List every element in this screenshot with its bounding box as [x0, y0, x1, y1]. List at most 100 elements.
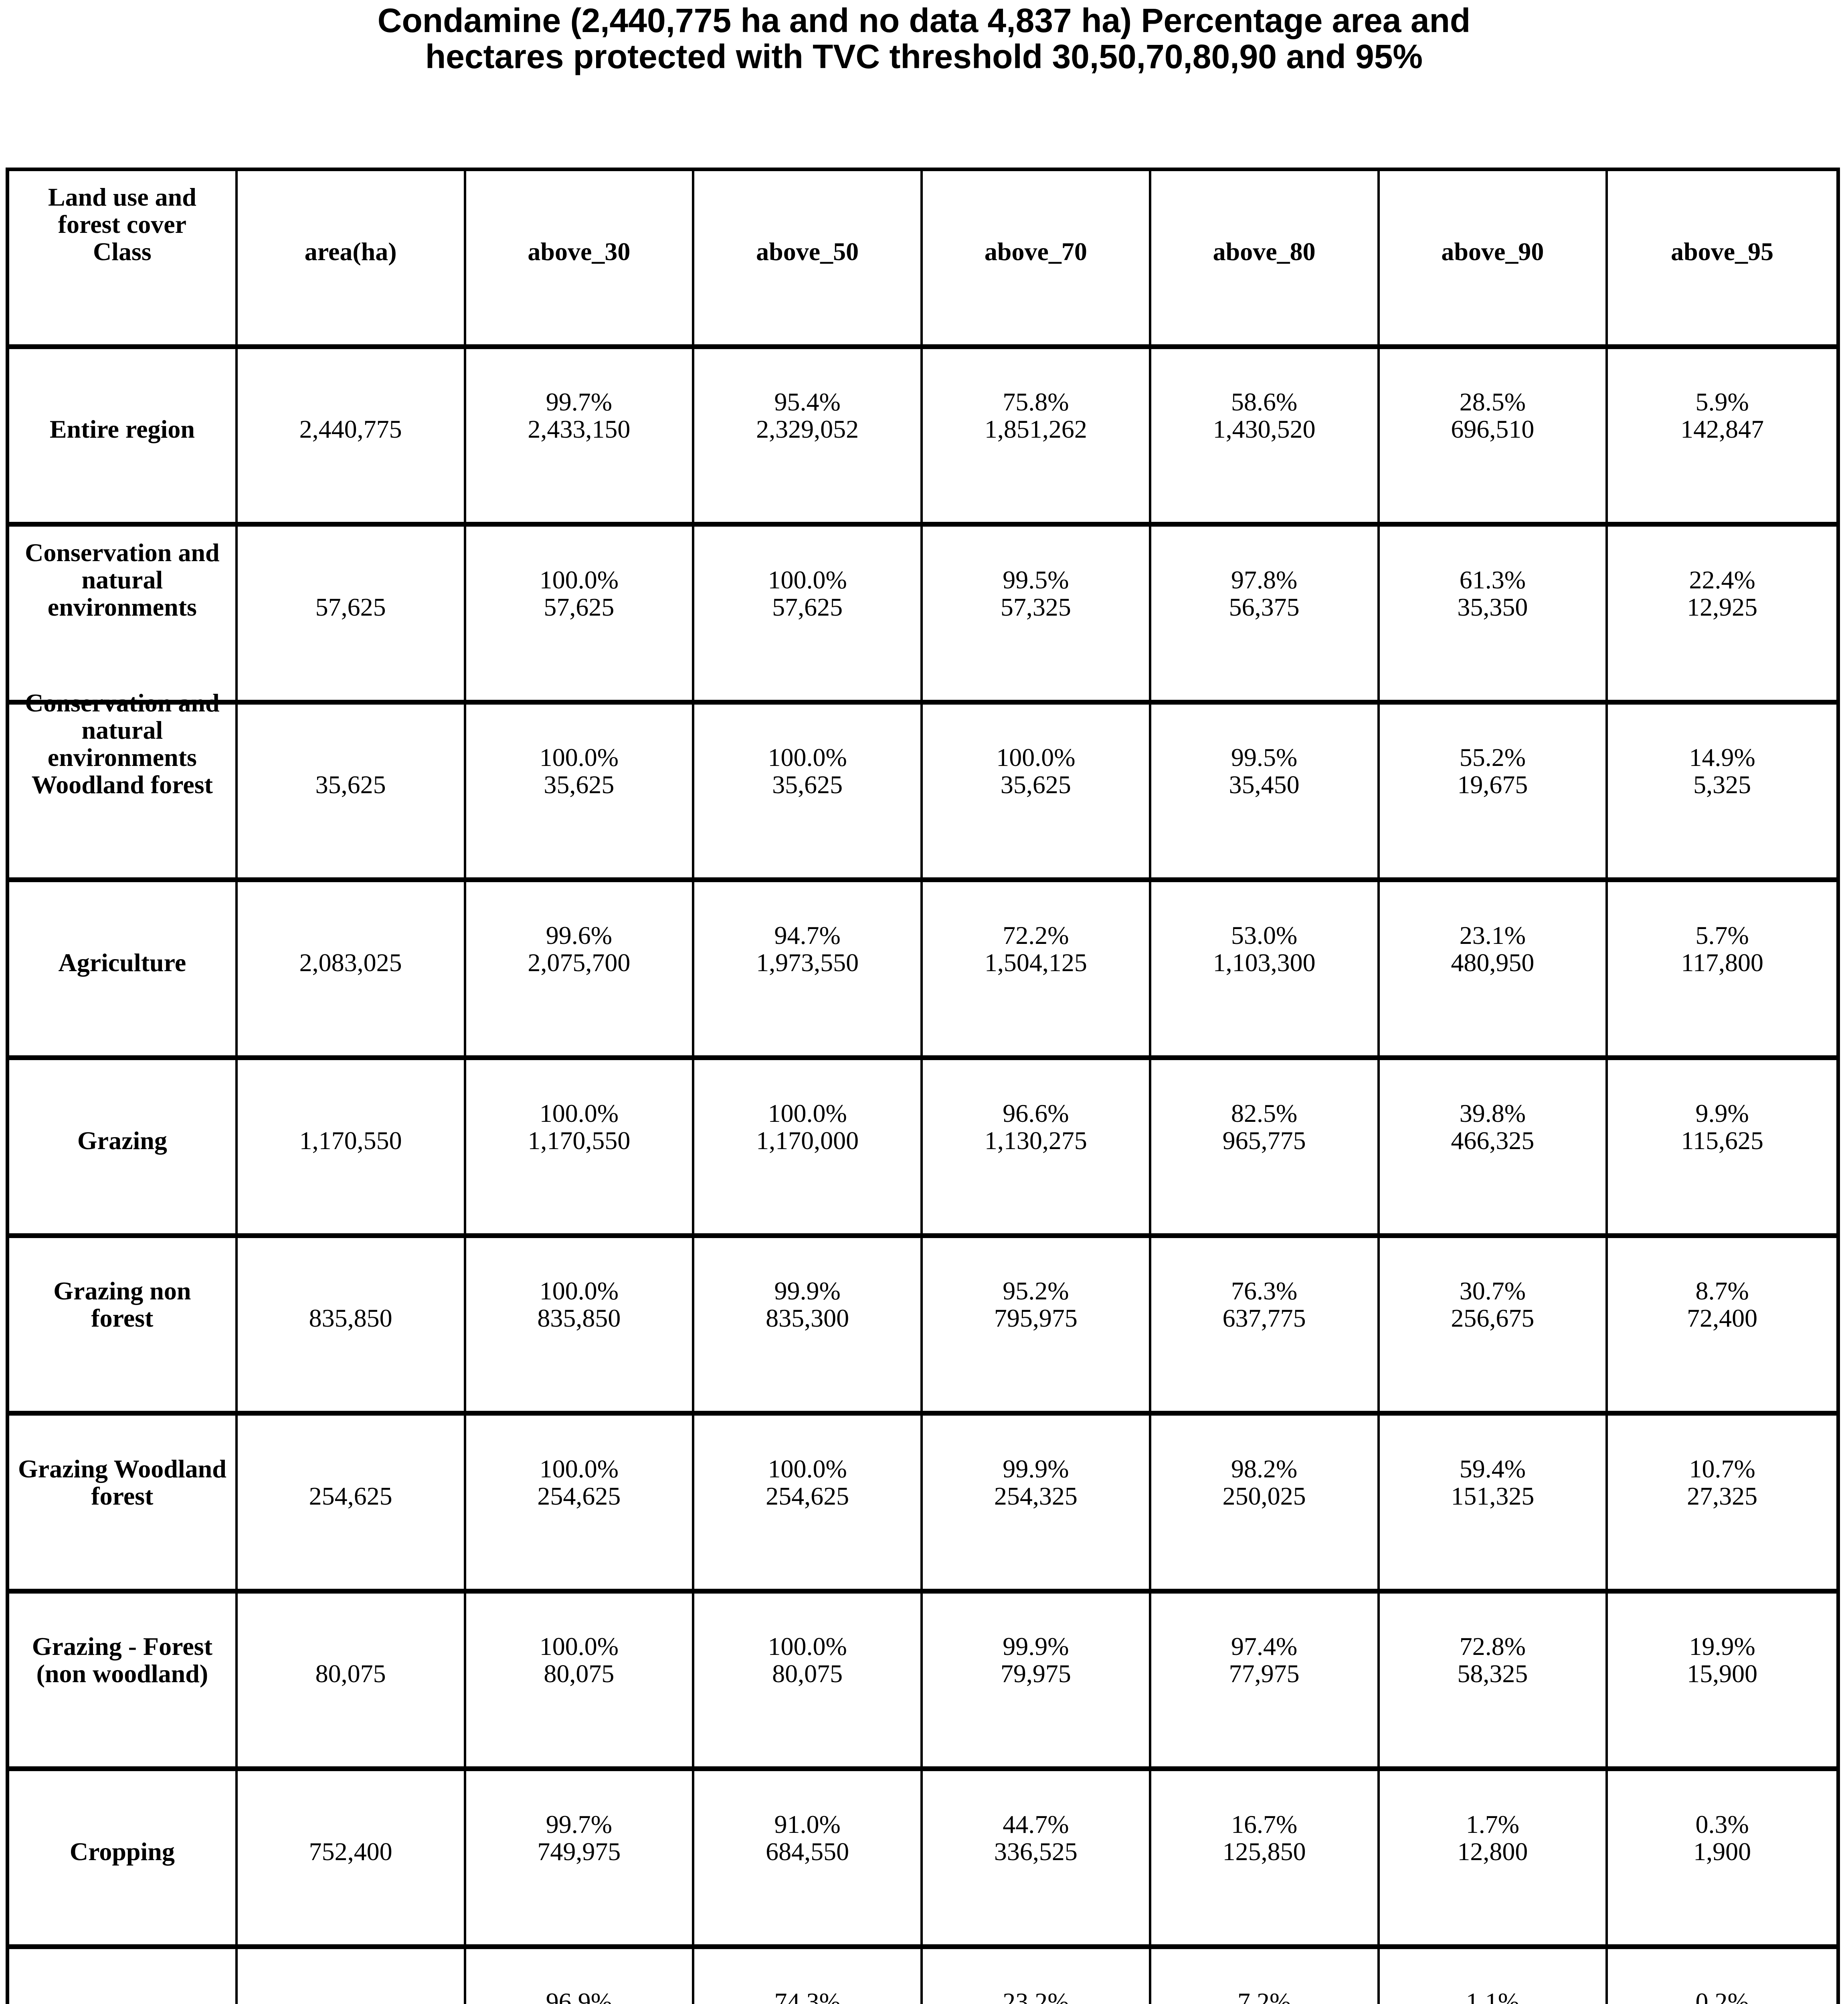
table-cell: 74.3%118,725	[694, 1949, 923, 2004]
row-label-grazing: Grazing	[9, 1060, 238, 1238]
table-cell: 76.3% 637,775	[1151, 1238, 1380, 1416]
table-cell: 99.5% 57,325	[923, 527, 1151, 705]
page-title-line1: Condamine (2,440,775 ha and no data 4,83…	[377, 2, 1471, 39]
cell-percent: 100.0%	[539, 565, 619, 594]
cell-percent: 59.4%	[1459, 1454, 1526, 1483]
table-cell: 99.7% 2,433,150	[466, 349, 695, 527]
table-cell: 44.7% 336,525	[923, 1771, 1151, 1949]
row-label-conservation-woodland: Conservation and natural environments Wo…	[9, 689, 238, 883]
cell-hectares: 57,325	[1000, 592, 1071, 621]
area-cell: 80,075	[237, 1593, 466, 1772]
cell-percent: 76.3%	[1231, 1277, 1298, 1305]
cell-hectares: 795,975	[994, 1304, 1078, 1333]
cell-percent: 74.3%	[774, 1988, 841, 2004]
cell-hectares: 151,325	[1451, 1481, 1535, 1510]
cell-hectares: 35,350	[1457, 592, 1528, 621]
cell-percent: 100.0%	[768, 565, 847, 594]
cell-hectares: 1,103,300	[1213, 948, 1316, 977]
cell-hectares: 35,625	[544, 770, 615, 799]
cell-percent: 14.9%	[1689, 743, 1755, 772]
area-cell: 835,850	[237, 1238, 466, 1416]
cell-percent: 98.2%	[1231, 1454, 1298, 1483]
cell-hectares: 1,900	[1693, 1837, 1751, 1866]
row-label-irrigation: Irrigation	[9, 1949, 238, 2004]
cell-hectares: 466,325	[1451, 1126, 1535, 1155]
table-cell: 5.9% 142,847	[1608, 349, 1836, 527]
table-cell: 91.0% 684,550	[694, 1771, 923, 1949]
table-cell: 10.7% 27,325	[1608, 1416, 1836, 1594]
cell-hectares: 115,625	[1681, 1126, 1763, 1155]
area-cell: 57,625	[237, 527, 466, 705]
table-cell: 100.0% 35,625	[694, 704, 923, 883]
cell-hectares: 835,850	[537, 1304, 621, 1333]
table-cell: 99.9% 79,975	[923, 1593, 1151, 1772]
cell-percent: 1.1%	[1466, 1988, 1520, 2004]
cell-hectares: 1,430,520	[1213, 415, 1316, 444]
cell-hectares: 57,625	[544, 592, 615, 621]
cell-percent: 99.9%	[1003, 1454, 1069, 1483]
cell-percent: 75.8%	[1003, 388, 1069, 416]
cell-percent: 72.8%	[1459, 1632, 1526, 1661]
table-cell: 100.0% 57,625	[694, 527, 923, 705]
cell-percent: 100.0%	[768, 1099, 847, 1127]
table-cell: 1.1%1,800	[1379, 1949, 1608, 2004]
cell-hectares: 965,775	[1222, 1126, 1306, 1155]
cell-percent: 99.5%	[1003, 565, 1069, 594]
table-cell: 72.2% 1,504,125	[923, 882, 1151, 1060]
cell-percent: 95.2%	[1003, 1277, 1069, 1305]
cell-hectares: 2,329,052	[756, 415, 859, 444]
cell-hectares: 1,170,550	[528, 1126, 631, 1155]
column-header-above-90: above_90	[1379, 171, 1608, 349]
table-cell: 97.8% 56,375	[1151, 527, 1380, 705]
cell-percent: 19.9%	[1689, 1632, 1755, 1661]
cell-hectares: 125,850	[1222, 1837, 1306, 1866]
table-cell: 100.0% 254,625	[466, 1416, 695, 1594]
cell-percent: 5.7%	[1695, 921, 1749, 949]
cell-percent: 82.5%	[1231, 1099, 1298, 1127]
cell-hectares: 1,170,000	[756, 1126, 859, 1155]
area-cell: 2,440,775	[237, 349, 466, 527]
cell-hectares: 1,130,275	[984, 1126, 1087, 1155]
cell-percent: 97.4%	[1231, 1632, 1298, 1661]
cell-percent: 55.2%	[1459, 743, 1526, 772]
cell-hectares: 27,325	[1687, 1481, 1758, 1510]
cell-percent: 61.3%	[1459, 565, 1526, 594]
table-cell: 100.0% 1,170,550	[466, 1060, 695, 1238]
table-cell: 23.2%37,100	[923, 1949, 1151, 2004]
column-header-above-50: above_50	[694, 171, 923, 349]
cell-hectares: 80,075	[544, 1659, 615, 1688]
table-cell: 100.0% 35,625	[923, 704, 1151, 883]
table-cell: 96.6% 1,130,275	[923, 1060, 1151, 1238]
cell-hectares: 77,975	[1229, 1659, 1300, 1688]
cell-percent: 30.7%	[1459, 1277, 1526, 1305]
table-cell: 100.0% 57,625	[466, 527, 695, 705]
cell-hectares: 35,450	[1229, 770, 1300, 799]
table-cell: 98.2% 250,025	[1151, 1416, 1380, 1594]
cell-hectares: 1,973,550	[756, 948, 859, 977]
cell-hectares: 696,510	[1451, 415, 1535, 444]
area-cell: 2,083,025	[237, 882, 466, 1060]
area-cell: 35,625	[237, 704, 466, 883]
cell-percent: 39.8%	[1459, 1099, 1526, 1127]
cell-percent: 44.7%	[1003, 1810, 1069, 1838]
table-cell: 94.7% 1,973,550	[694, 882, 923, 1060]
cell-percent: 53.0%	[1231, 921, 1298, 949]
cell-percent: 99.5%	[1231, 743, 1298, 772]
cell-percent: 96.9%	[546, 1988, 613, 2004]
table-cell: 59.4% 151,325	[1379, 1416, 1608, 1594]
cell-hectares: 250,025	[1222, 1481, 1306, 1510]
cell-hectares: 19,675	[1457, 770, 1528, 799]
cell-hectares: 254,625	[766, 1481, 849, 1510]
column-header-above-80: above_80	[1151, 171, 1380, 349]
cell-percent: 16.7%	[1231, 1810, 1298, 1838]
cell-percent: 28.5%	[1459, 388, 1526, 416]
cell-percent: 99.6%	[546, 921, 613, 949]
cell-hectares: 254,625	[537, 1481, 621, 1510]
table-cell: 95.4% 2,329,052	[694, 349, 923, 527]
cell-hectares: 12,800	[1457, 1837, 1528, 1866]
row-label-grazing-forest-non-woodland: Grazing - Forest (non woodland)	[9, 1593, 238, 1772]
cell-hectares: 2,433,150	[528, 415, 631, 444]
column-header-above-95: above_95	[1608, 171, 1836, 349]
cell-percent: 100.0%	[996, 743, 1076, 772]
cell-percent: 9.9%	[1695, 1099, 1749, 1127]
